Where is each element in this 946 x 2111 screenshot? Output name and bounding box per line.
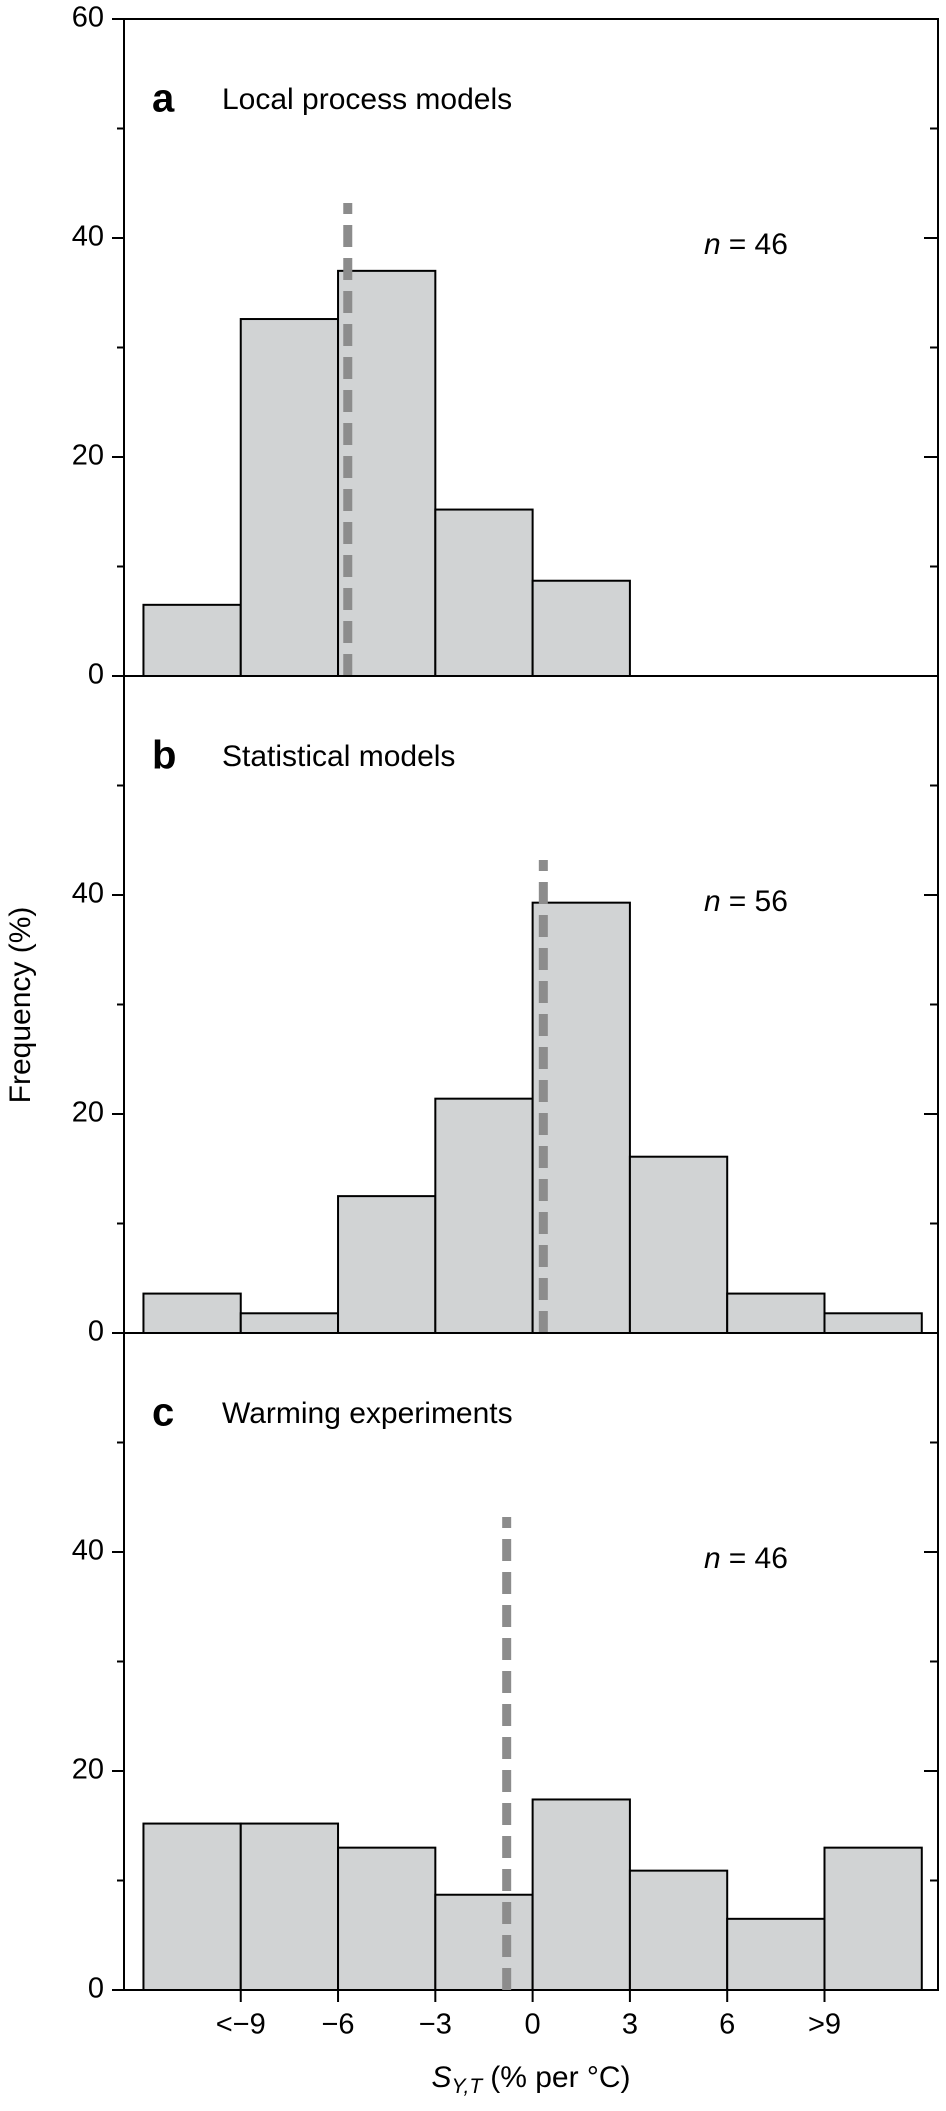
bar	[337, 269, 437, 677]
bar	[531, 1798, 631, 1991]
y-tick-label: 20	[72, 440, 104, 472]
sample-size-var: n	[704, 885, 721, 918]
panel-label: b	[152, 734, 176, 778]
y-tick-label: 40	[72, 878, 104, 910]
bar	[142, 603, 242, 678]
x-label-symbol: S	[431, 2061, 451, 2094]
panel: 0 20 40 b Statistical models n = 56 Frequency (…	[4, 675, 939, 1348]
sample-size-text: = 46	[729, 1542, 788, 1575]
y-axis-label: Frequency (%)	[4, 907, 37, 1104]
bar	[337, 1195, 437, 1334]
sample-size: n = 46	[704, 228, 788, 261]
panel: 0 20 40 60 a Local process models n = 46	[72, 2, 939, 691]
bar	[337, 1846, 437, 1992]
sample-size-text: = 56	[729, 885, 788, 918]
x-tick-label: >9	[808, 2009, 841, 2041]
sample-size: n = 56	[704, 885, 788, 918]
bar	[531, 579, 631, 677]
x-label-subscript: Y,T	[451, 2075, 484, 2098]
bar	[823, 1846, 923, 1992]
bar	[628, 1869, 729, 1992]
bar	[142, 1822, 242, 1992]
x-tick-label: 3	[622, 2009, 638, 2041]
bar	[239, 1822, 340, 1992]
panel-label: a	[152, 77, 175, 121]
bar	[628, 1155, 729, 1334]
bar	[239, 1312, 340, 1335]
y-tick-label: 40	[72, 221, 104, 253]
panel-label: c	[152, 1391, 174, 1435]
bar	[726, 1292, 826, 1334]
sample-size-var: n	[704, 228, 721, 261]
bar	[434, 1893, 534, 1991]
x-label-text: (% per °C)	[490, 2061, 630, 2094]
y-tick-label: 0	[88, 1316, 104, 1348]
bar	[434, 508, 534, 677]
x-tick-label: <−9	[216, 2009, 266, 2041]
x-tick-label: 0	[525, 2009, 541, 2041]
sample-size-text: = 46	[729, 228, 788, 261]
panel-title: Warming experiments	[222, 1397, 513, 1430]
sample-size: n = 46	[704, 1542, 788, 1575]
bar	[434, 1097, 534, 1335]
bar	[726, 1917, 826, 1991]
panel-title: Local process models	[222, 83, 512, 116]
y-tick-label: 0	[88, 659, 104, 691]
panel: 0 20 40 c Warming experiments n = 46 <−9 −6 −3 0 3 6…	[72, 1332, 939, 2098]
x-tick-label: 6	[719, 2009, 735, 2041]
y-tick-label: 40	[72, 1535, 104, 1567]
y-tick-label: 60	[72, 2, 104, 34]
bar	[142, 1292, 242, 1334]
sample-size-var: n	[704, 1542, 721, 1575]
y-tick-label: 0	[88, 1973, 104, 2005]
bar	[823, 1312, 923, 1335]
bar	[239, 318, 340, 677]
y-tick-label: 20	[72, 1754, 104, 1786]
x-tick-label: −6	[322, 2009, 355, 2041]
x-tick-label: −3	[419, 2009, 452, 2041]
panel-title: Statistical models	[222, 740, 455, 773]
x-axis-label: SY,T (% per °C)	[431, 2061, 630, 2098]
y-tick-label: 20	[72, 1097, 104, 1129]
